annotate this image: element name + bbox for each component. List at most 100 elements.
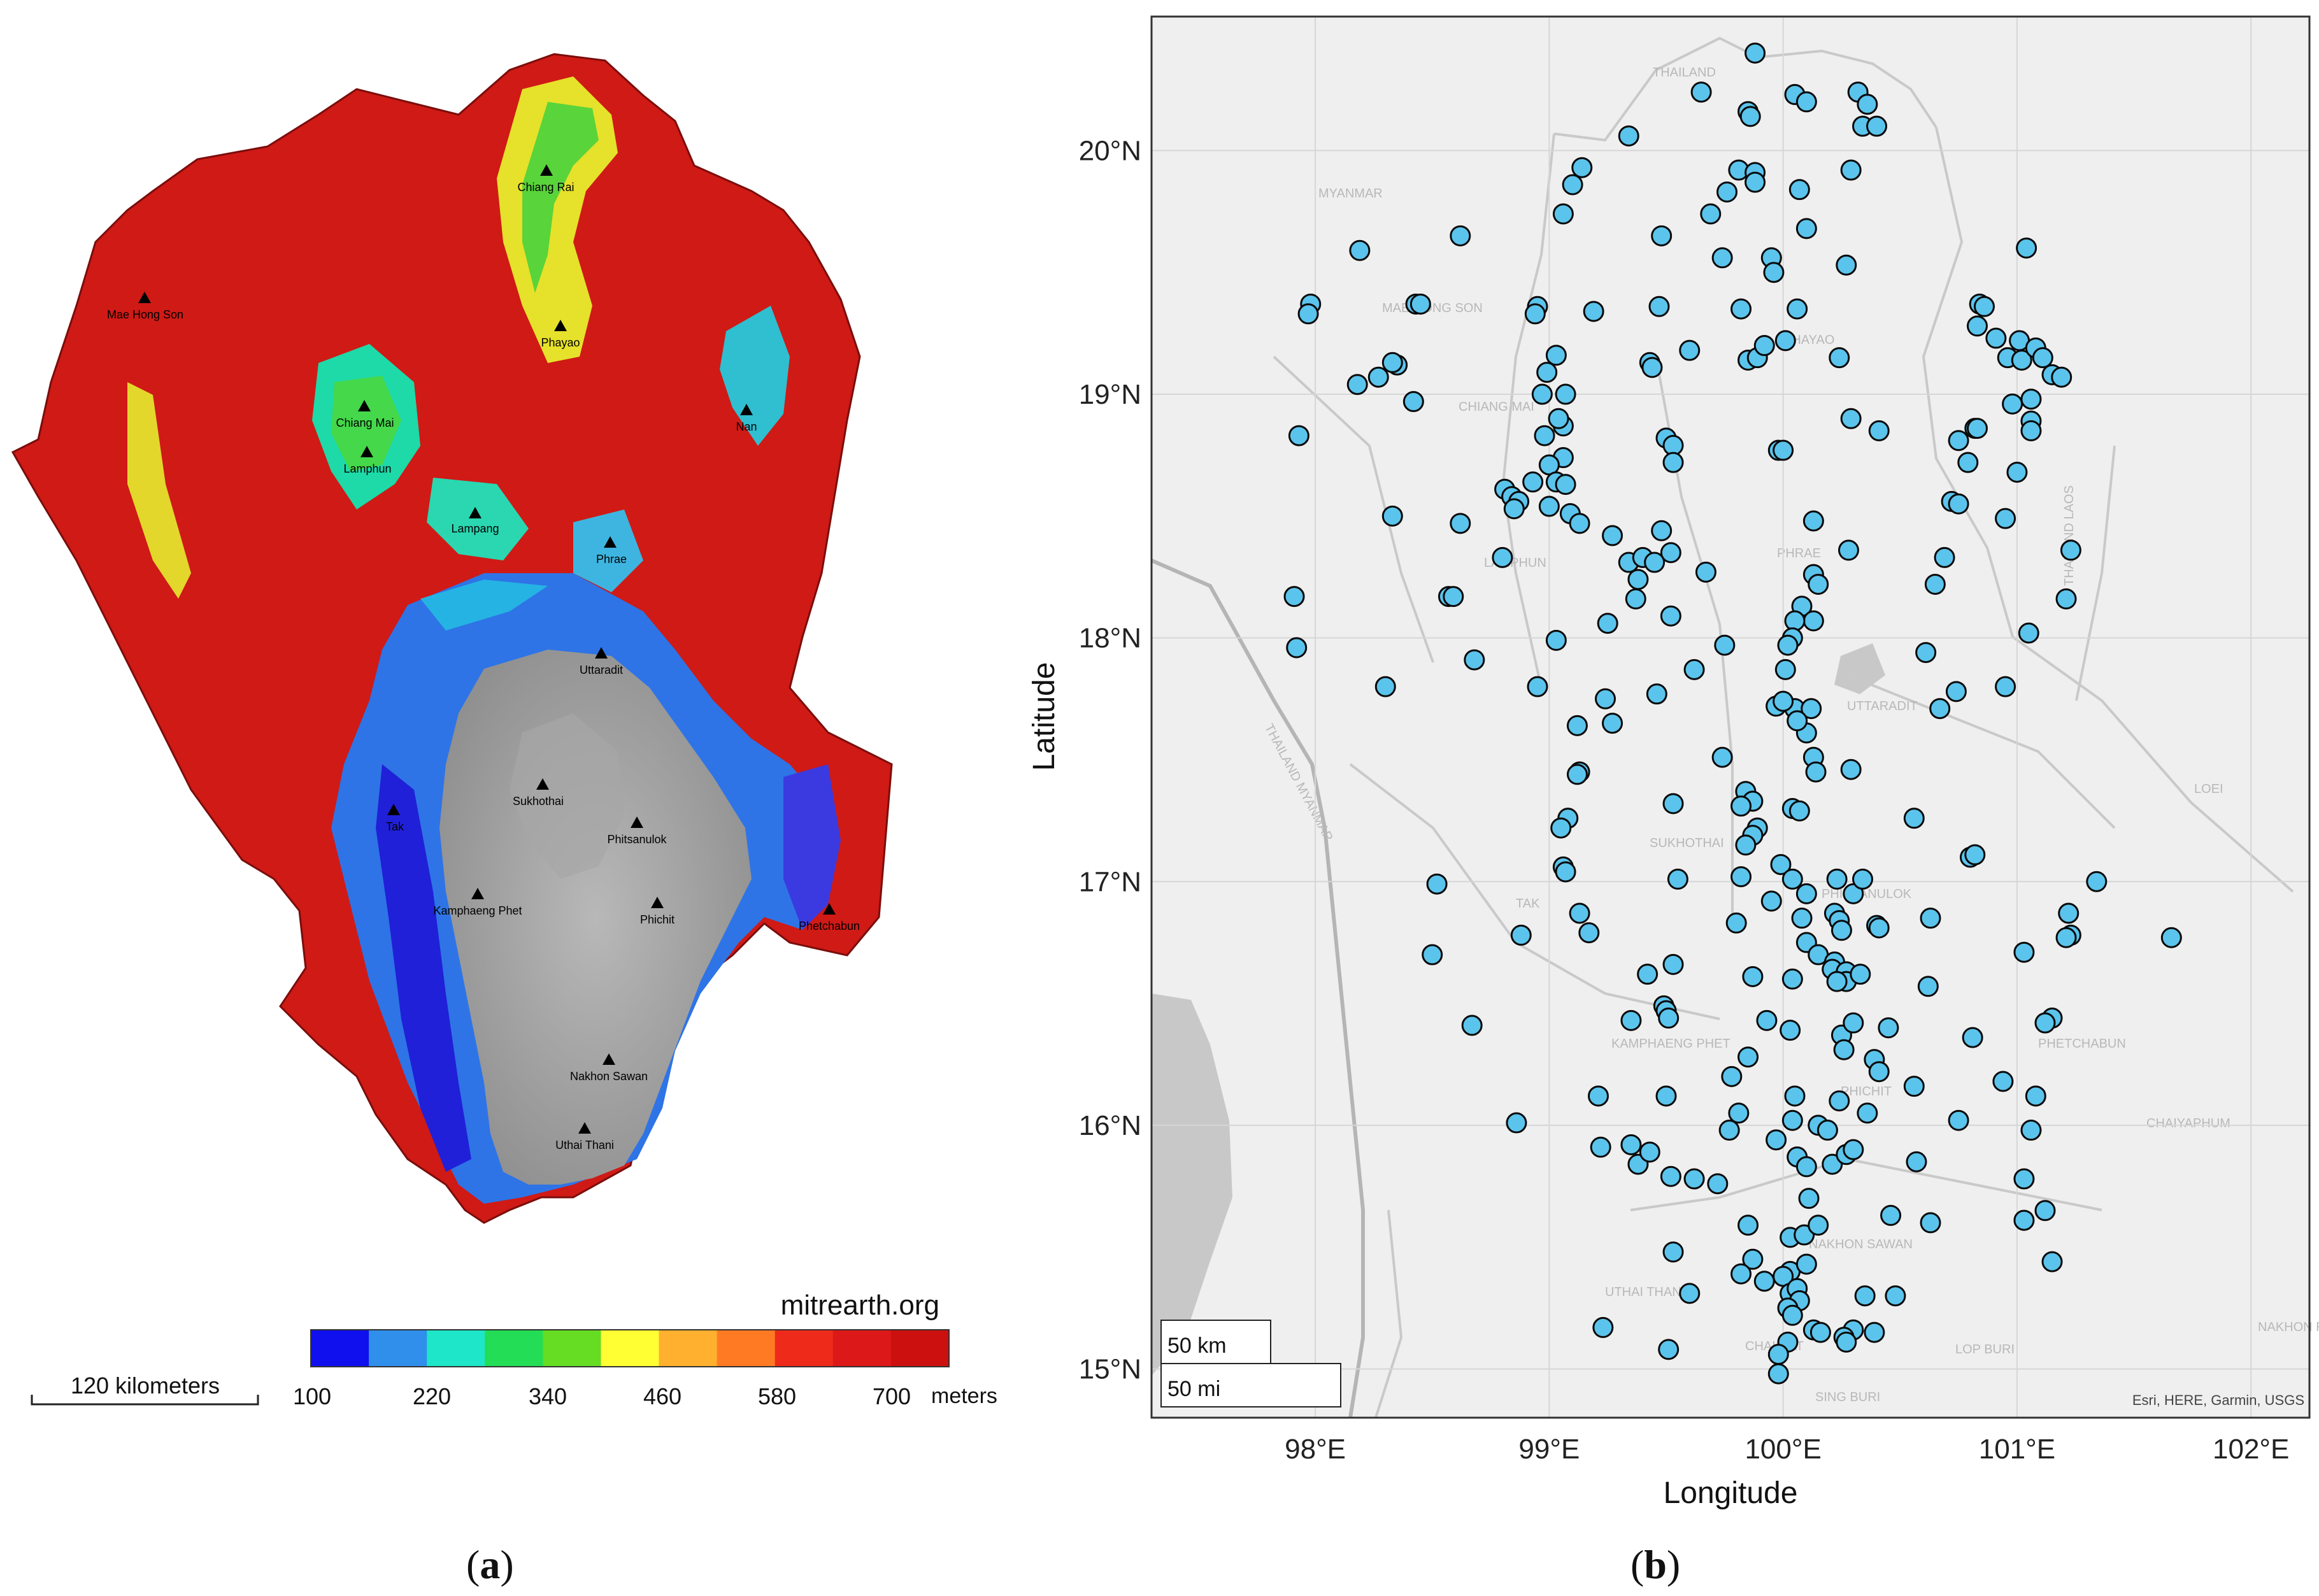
legend-swatch [890, 1330, 950, 1367]
station-point [1566, 764, 1588, 785]
city-marker-phichit: Phichit [640, 897, 674, 926]
station-point [1625, 588, 1646, 609]
station-point [1641, 357, 1663, 378]
station-point [1450, 225, 1471, 246]
station-point [1725, 912, 1747, 934]
legend-swatch [369, 1330, 427, 1367]
region-petchabun-blue [783, 764, 841, 930]
station-point [1903, 808, 1925, 829]
station-point [1660, 542, 1681, 564]
station-point [1545, 345, 1567, 366]
svg-text:SING BURI: SING BURI [1815, 1390, 1880, 1404]
station-point [1745, 42, 1766, 64]
station-point [1745, 171, 1766, 193]
station-point [1788, 179, 1810, 201]
station-point [1655, 1085, 1677, 1107]
panel-b-caption: (b) [1630, 1542, 1681, 1587]
x-tick-labels: 98°E 99°E 100°E 101°E 102°E [1285, 1434, 2289, 1465]
city-marker-nan: Nan [736, 404, 757, 433]
station-point [1864, 1322, 1885, 1343]
station-point [1973, 296, 1995, 317]
map-scale: 50 km 50 mi [1160, 1320, 1341, 1407]
station-point [1569, 902, 1590, 924]
station-markers [1283, 42, 2182, 1385]
station-point [1730, 795, 1752, 817]
station-point [1787, 710, 1808, 732]
station-point [1716, 181, 1737, 203]
svg-text:NAKHON RATCHASIMA: NAKHON RATCHASIMA [2258, 1320, 2319, 1334]
station-point [1718, 1120, 1740, 1141]
station-point [1527, 676, 1548, 697]
station-point [1552, 203, 1574, 225]
station-point [1829, 347, 1850, 369]
svg-text:Kamphaeng Phet: Kamphaeng Phet [433, 904, 522, 917]
station-point [1283, 586, 1305, 608]
station-point [2055, 927, 2077, 948]
station-point [1536, 362, 1558, 383]
region-lowland-cyan [420, 580, 548, 631]
station-point [1555, 474, 1576, 495]
station-point [1737, 1046, 1759, 1068]
station-point [1492, 546, 1513, 568]
station-point [1788, 800, 1810, 822]
station-point [1555, 383, 1576, 405]
station-point [1450, 513, 1471, 534]
city-marker-phrae: Phrae [596, 536, 627, 566]
station-point [1774, 659, 1796, 680]
city-marker-chiang-rai: Chiang Rai [517, 164, 574, 194]
station-point [1995, 508, 2016, 529]
station-point [1805, 761, 1827, 783]
station-point [1592, 1316, 1614, 1338]
station-point [1644, 552, 1666, 573]
svg-text:Lamphun: Lamphun [343, 462, 391, 475]
station-point [1662, 1241, 1684, 1263]
station-point [1767, 1344, 1789, 1365]
svg-text:Mae Hong Son: Mae Hong Son [107, 308, 183, 321]
legend-swatch [485, 1330, 543, 1367]
svg-text:PHAYAO: PHAYAO [1783, 333, 1834, 347]
legend-swatch [311, 1330, 369, 1367]
station-point [1995, 676, 2016, 697]
station-point [2034, 1200, 2056, 1222]
station-point [2025, 1085, 2046, 1107]
station-point [2013, 941, 2035, 963]
legend-swatch [659, 1330, 718, 1367]
station-point [1885, 1285, 1906, 1307]
station-point [1711, 247, 1733, 269]
station-point [1679, 339, 1701, 361]
legend-swatch [774, 1330, 834, 1367]
station-point [1297, 303, 1319, 325]
region-plain-texture [510, 713, 624, 879]
city-marker-mae-hong-son: Mae Hong Son [107, 292, 183, 321]
station-point [1374, 676, 1396, 697]
station-point [1658, 1008, 1680, 1029]
svg-text:Uthai Thani: Uthai Thani [555, 1139, 614, 1151]
station-point [1948, 430, 1969, 452]
city-marker-uttaradit: Uttaradit [580, 647, 623, 676]
y-axis-title: Latitude [1027, 662, 1061, 771]
station-point [2086, 871, 2108, 892]
svg-text:NAKHON SAWAN: NAKHON SAWAN [1809, 1237, 1913, 1251]
city-marker-kamphaeng-phet: Kamphaeng Phet [433, 888, 522, 917]
legend-tick-label: 580 [758, 1383, 796, 1409]
station-point [2020, 420, 2042, 441]
station-point [1777, 634, 1799, 656]
legend-unit-label: meters [931, 1384, 997, 1408]
scale-mi-label: 50 mi [1167, 1377, 1220, 1401]
city-marker-chiang-mai: Chiang Mai [336, 400, 394, 429]
x-tick-label: 100°E [1745, 1434, 1821, 1465]
basemap-background [1150, 15, 2311, 1419]
station-point [1683, 659, 1705, 680]
station-point [1781, 1109, 1803, 1131]
station-point [2032, 347, 2053, 369]
station-point [1840, 759, 1862, 780]
station-point [1836, 254, 1857, 276]
region-lowland-deepblue [376, 764, 471, 1172]
station-point [1866, 115, 1888, 137]
station-point [1880, 1204, 1902, 1226]
legend-swatch [601, 1330, 660, 1367]
station-point [1791, 908, 1813, 929]
station-point [1506, 1112, 1527, 1134]
station-point [1760, 890, 1782, 912]
station-point [1966, 418, 1988, 439]
